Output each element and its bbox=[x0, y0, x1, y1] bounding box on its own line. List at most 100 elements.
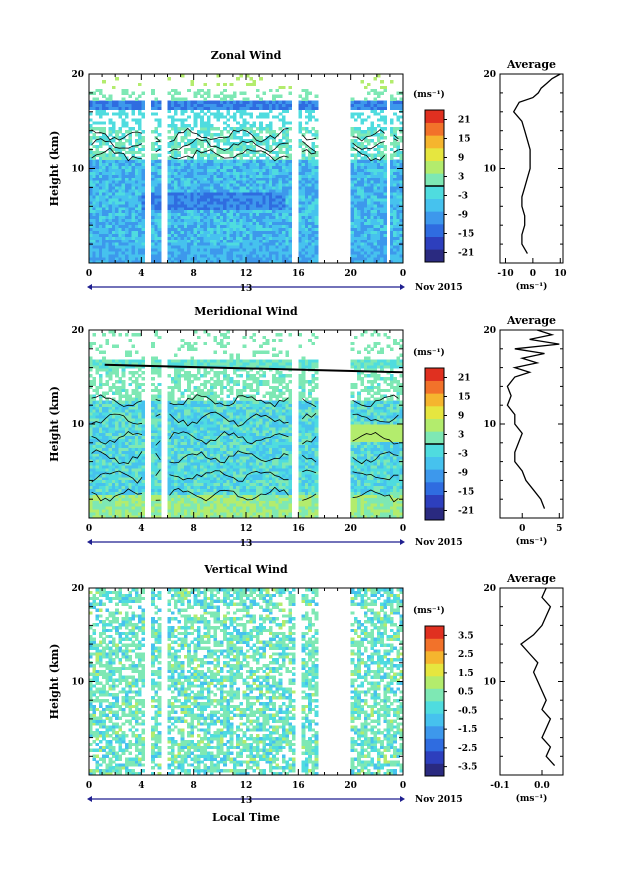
heatmap-cell bbox=[134, 500, 139, 504]
heatmap-cell bbox=[268, 168, 273, 172]
heatmap-cell bbox=[353, 153, 358, 158]
heatmap-cell bbox=[268, 200, 273, 205]
heatmap-cell bbox=[118, 218, 123, 223]
heatmap-cell bbox=[242, 233, 247, 237]
heatmap-cell bbox=[115, 100, 119, 104]
heatmap-cell bbox=[98, 412, 103, 416]
heatmap-cell bbox=[131, 103, 136, 107]
heatmap-cell bbox=[281, 106, 286, 110]
heatmap-cell bbox=[360, 189, 365, 193]
heatmap-cell bbox=[223, 245, 227, 249]
heatmap-cell bbox=[180, 198, 185, 202]
heatmap-cell bbox=[396, 141, 401, 146]
heatmap-cell bbox=[239, 124, 244, 128]
heatmap-cell bbox=[89, 512, 93, 516]
heatmap-cell bbox=[95, 183, 100, 187]
heatmap-cell bbox=[131, 418, 136, 422]
heatmap-cell bbox=[249, 198, 253, 202]
heatmap-cell bbox=[213, 242, 217, 246]
heatmap-cell bbox=[190, 242, 195, 246]
heatmap-cell bbox=[246, 171, 250, 175]
heatmap-cell bbox=[190, 150, 195, 155]
heatmap-cell bbox=[226, 198, 231, 202]
heatmap-cell bbox=[89, 103, 93, 107]
heatmap-cell bbox=[92, 447, 96, 451]
heatmap-cell bbox=[275, 192, 280, 196]
heatmap-cell bbox=[304, 97, 309, 101]
heatmap-cell bbox=[206, 171, 211, 175]
heatmap-cell bbox=[105, 221, 110, 226]
heatmap-cell bbox=[203, 209, 208, 214]
heatmap-cell bbox=[95, 153, 100, 158]
heatmap-cell bbox=[380, 192, 384, 196]
heatmap-cell bbox=[141, 186, 145, 190]
heatmap-cell bbox=[98, 186, 103, 190]
heatmap-cell bbox=[210, 165, 214, 169]
heatmap-cell bbox=[118, 421, 123, 425]
heatmap-cell bbox=[98, 209, 103, 214]
heatmap-cell bbox=[285, 106, 289, 110]
heatmap-cell bbox=[141, 239, 145, 243]
heatmap-cell bbox=[242, 147, 247, 152]
heatmap-cell bbox=[268, 109, 273, 113]
colorbar-swatch bbox=[425, 173, 444, 187]
heatmap-cell bbox=[259, 206, 263, 211]
heatmap-cell bbox=[200, 177, 204, 181]
heatmap-cell bbox=[102, 94, 106, 99]
heatmap-cell bbox=[281, 118, 286, 122]
heatmap-cell bbox=[239, 206, 244, 211]
heatmap-cell bbox=[301, 153, 306, 158]
heatmap-cell bbox=[363, 221, 368, 226]
heatmap-cell bbox=[187, 106, 191, 110]
heatmap-cell bbox=[311, 227, 316, 231]
heatmap-cell bbox=[350, 186, 355, 190]
heatmap-cell bbox=[134, 465, 139, 469]
heatmap-cell bbox=[124, 444, 129, 448]
heatmap-cell bbox=[206, 260, 211, 264]
heatmap-cell bbox=[265, 200, 270, 205]
heatmap-cell bbox=[278, 177, 283, 181]
heatmap-cell bbox=[134, 215, 139, 220]
heatmap-cell bbox=[219, 254, 224, 258]
heatmap-cell bbox=[278, 183, 283, 187]
heatmap-cell bbox=[134, 362, 139, 366]
heatmap-cell bbox=[95, 476, 100, 481]
heatmap-cell bbox=[210, 180, 214, 184]
average-y-tick-label: 20 bbox=[483, 70, 496, 80]
heatmap-cell bbox=[89, 409, 93, 413]
heatmap-cell bbox=[131, 415, 136, 419]
heatmap-cell bbox=[311, 156, 316, 161]
heatmap-cell bbox=[108, 421, 113, 425]
heatmap-cell bbox=[183, 221, 188, 226]
heatmap-cell bbox=[239, 144, 244, 149]
heatmap-cell bbox=[108, 415, 113, 419]
heatmap-cell bbox=[121, 479, 126, 484]
heatmap-cell bbox=[98, 400, 103, 404]
heatmap-cell bbox=[141, 382, 145, 387]
heatmap-cell bbox=[180, 251, 185, 255]
heatmap-cell bbox=[350, 153, 355, 158]
heatmap-cell bbox=[285, 203, 289, 208]
heatmap-cell bbox=[102, 453, 106, 457]
heatmap-cell bbox=[383, 224, 388, 228]
heatmap-cell bbox=[131, 412, 136, 416]
heatmap-cell bbox=[121, 471, 126, 475]
heatmap-cell bbox=[285, 242, 289, 246]
heatmap-cell bbox=[246, 260, 250, 264]
heatmap-cell bbox=[138, 180, 142, 184]
heatmap-cell bbox=[138, 512, 142, 516]
heatmap-cell bbox=[380, 236, 384, 240]
heatmap-cell bbox=[203, 130, 208, 134]
heatmap-cell bbox=[121, 382, 126, 387]
heatmap-cell bbox=[246, 254, 250, 258]
heatmap-cell bbox=[301, 233, 306, 237]
heatmap-cell bbox=[393, 127, 397, 131]
heatmap-cell bbox=[190, 168, 195, 172]
heatmap-cell bbox=[187, 159, 191, 163]
heatmap-cell bbox=[138, 406, 142, 410]
heatmap-cell bbox=[232, 106, 237, 110]
heatmap-cell bbox=[154, 227, 159, 231]
heatmap-cell bbox=[180, 248, 185, 252]
heatmap-cell bbox=[246, 127, 250, 131]
heatmap-cell bbox=[121, 230, 126, 234]
